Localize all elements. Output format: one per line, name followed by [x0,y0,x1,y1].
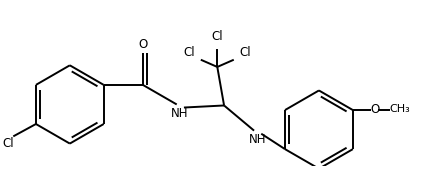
Text: CH₃: CH₃ [390,104,411,114]
Text: NH: NH [248,133,266,146]
Text: Cl: Cl [239,46,251,59]
Text: O: O [138,38,148,51]
Text: Cl: Cl [2,137,14,150]
Text: Cl: Cl [184,46,195,59]
Text: NH: NH [171,107,188,120]
Text: Cl: Cl [211,30,223,43]
Text: O: O [371,103,380,116]
